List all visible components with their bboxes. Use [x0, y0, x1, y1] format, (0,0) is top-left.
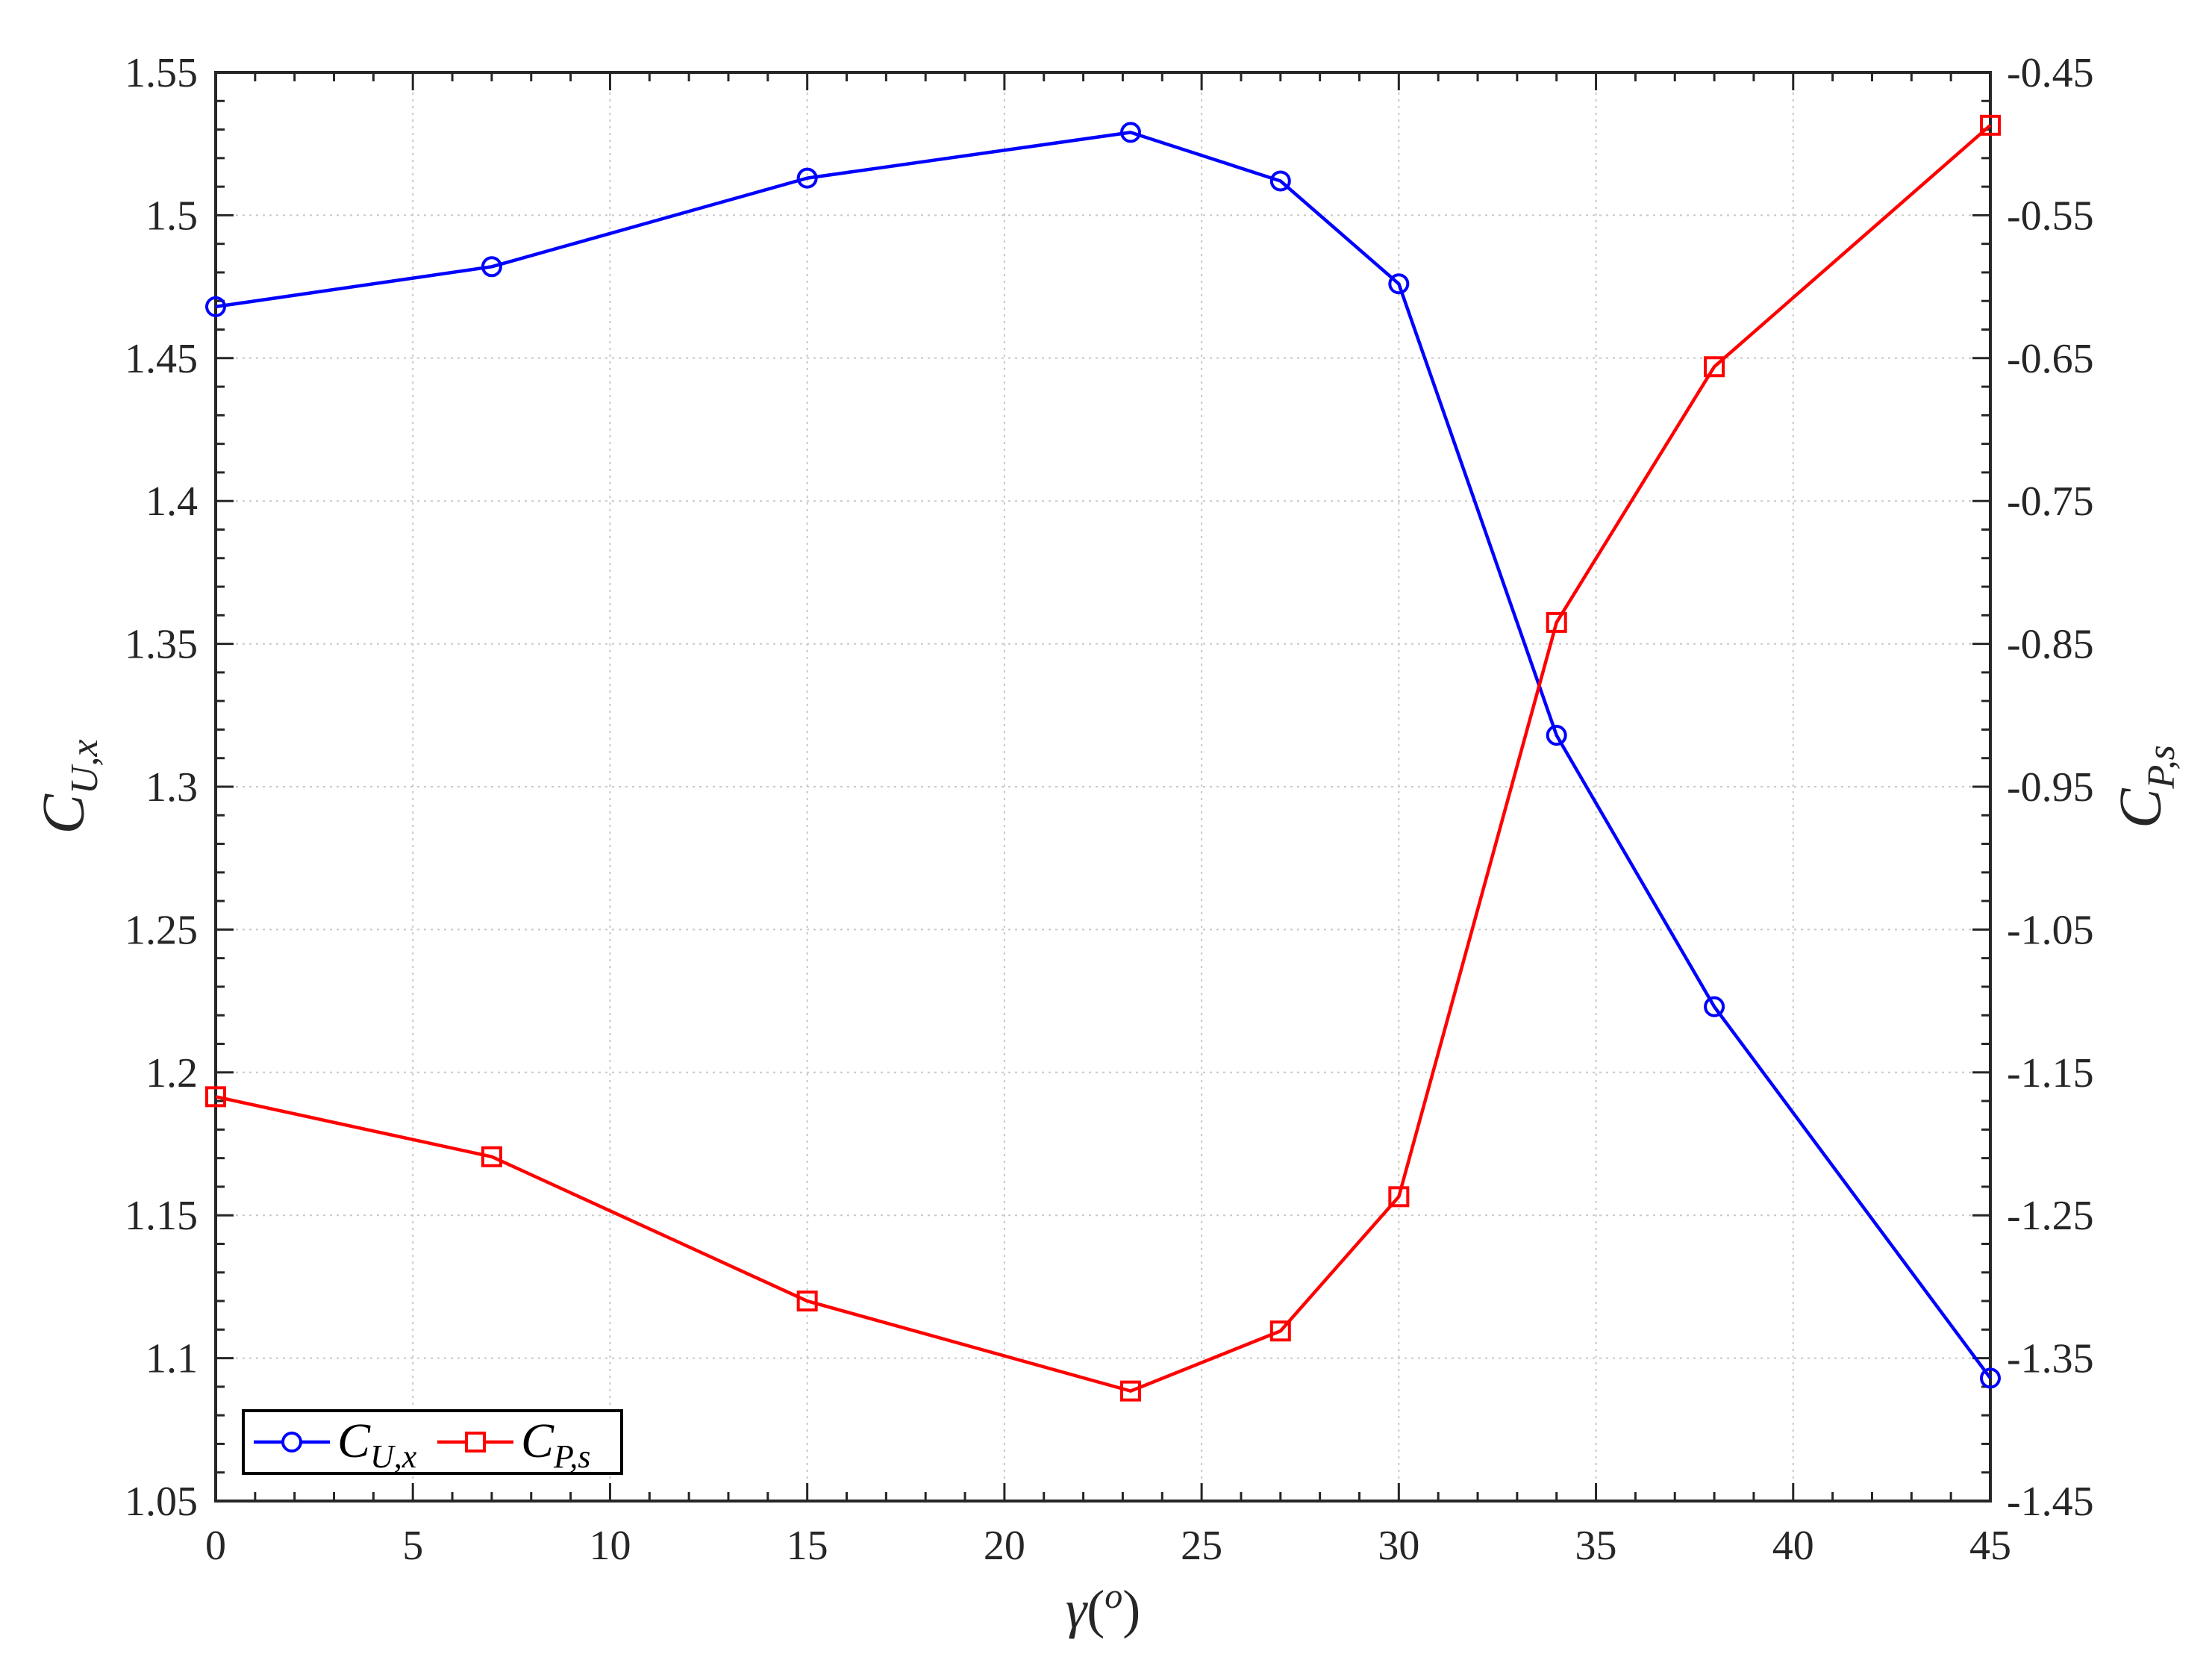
y-right-tick-label: -1.15: [2007, 1050, 2094, 1096]
series-2-point: [1704, 356, 1725, 378]
y-left-axis-title: CU,x: [31, 740, 106, 834]
series-1-point: [1546, 725, 1567, 746]
y-left-tick-label: 1.25: [125, 907, 198, 953]
x-tick-label: 45: [1969, 1523, 2011, 1569]
y-left-tick-label: 1.45: [125, 336, 198, 382]
y-left-tick-label: 1.4: [146, 478, 198, 525]
y-left-tick-label: 1.05: [125, 1479, 198, 1525]
y-left-tick-label: 1.35: [125, 622, 198, 668]
series-2-point: [1269, 1320, 1291, 1342]
series-2-point: [796, 1291, 818, 1312]
y-left-tick-label: 1.3: [146, 764, 198, 811]
series-1-line: [215, 131, 1992, 1379]
legend-label-2: CP,s: [521, 1414, 590, 1475]
x-axis-title: γ(o): [1066, 1576, 1140, 1639]
series-2-point: [1546, 611, 1567, 633]
x-tick-label: 20: [984, 1523, 1025, 1569]
y-right-axis-title-sub: P,s: [2140, 745, 2183, 789]
legend-swatch-marker: [465, 1432, 486, 1452]
x-tick-label: 15: [787, 1523, 828, 1569]
legend-box: [242, 1409, 623, 1475]
x-tick-label: 30: [1378, 1523, 1419, 1569]
x-tick-label: 0: [205, 1523, 226, 1569]
x-axis-title-paren-open: (: [1087, 1579, 1105, 1639]
y-right-tick-label: -0.85: [2007, 622, 2094, 668]
y-right-tick-label: -0.95: [2007, 764, 2094, 811]
series-2-point: [1980, 114, 2001, 136]
series-2: [205, 114, 2001, 1402]
series-1-point: [1980, 1367, 2001, 1389]
y-right-tick-label: -1.25: [2007, 1193, 2094, 1239]
legend-label-sub: U,x: [370, 1438, 417, 1475]
legend-label-1: CU,x: [337, 1414, 417, 1475]
series-2-point: [1119, 1380, 1141, 1402]
series-1: [205, 122, 2001, 1389]
y-left-tick-label: 1.55: [125, 50, 198, 96]
y-right-tick-label: -1.05: [2007, 907, 2094, 953]
series-2-point: [1388, 1186, 1410, 1208]
x-tick-label: 25: [1181, 1523, 1222, 1569]
legend-label-main: C: [521, 1414, 554, 1468]
series-1-point: [796, 167, 818, 189]
legend-label-main: C: [337, 1414, 371, 1468]
legend-label-sub: P,s: [553, 1438, 590, 1475]
y-right-tick-label: -1.45: [2007, 1479, 2094, 1525]
y-left-axis-title-sub: U,x: [63, 740, 106, 795]
x-tick-label: 40: [1772, 1523, 1814, 1569]
x-axis-title-sup: o: [1105, 1576, 1122, 1616]
legend: CU,x CP,s: [242, 1409, 623, 1475]
series-1-point: [1704, 996, 1725, 1017]
legend-swatch-marker: [281, 1432, 302, 1452]
y-left-tick-label: 1.5: [146, 193, 198, 239]
y-right-tick-label: -1.35: [2007, 1336, 2094, 1382]
series-1-point: [1269, 170, 1291, 192]
series-1-point: [1388, 273, 1410, 295]
y-left-tick-label: 1.1: [146, 1336, 198, 1382]
series-2-line: [215, 124, 1992, 1393]
y-left-tick-label: 1.15: [125, 1193, 198, 1239]
tick-marks: [214, 71, 1992, 1503]
x-tick-label: 10: [589, 1523, 631, 1569]
y-left-axis-title-main: C: [31, 793, 97, 834]
y-right-tick-label: -0.75: [2007, 478, 2094, 525]
series-1-point: [481, 256, 502, 278]
x-axis-title-paren-close: ): [1122, 1579, 1140, 1639]
series-1-point: [1119, 122, 1141, 143]
x-axis-title-main: γ: [1066, 1579, 1088, 1639]
series-1-point: [205, 296, 226, 317]
series-2-point: [481, 1146, 502, 1167]
y-right-axis-title-main: C: [2108, 787, 2174, 829]
y-right-tick-label: -0.55: [2007, 193, 2094, 239]
y-right-tick-label: -0.65: [2007, 336, 2094, 382]
y-left-tick-label: 1.2: [146, 1050, 198, 1096]
y-right-tick-label: -0.45: [2007, 50, 2094, 96]
x-tick-label: 5: [402, 1523, 423, 1569]
series-2-point: [205, 1086, 226, 1108]
x-tick-label: 35: [1575, 1523, 1617, 1569]
y-right-axis-title: CP,s: [2108, 745, 2183, 829]
